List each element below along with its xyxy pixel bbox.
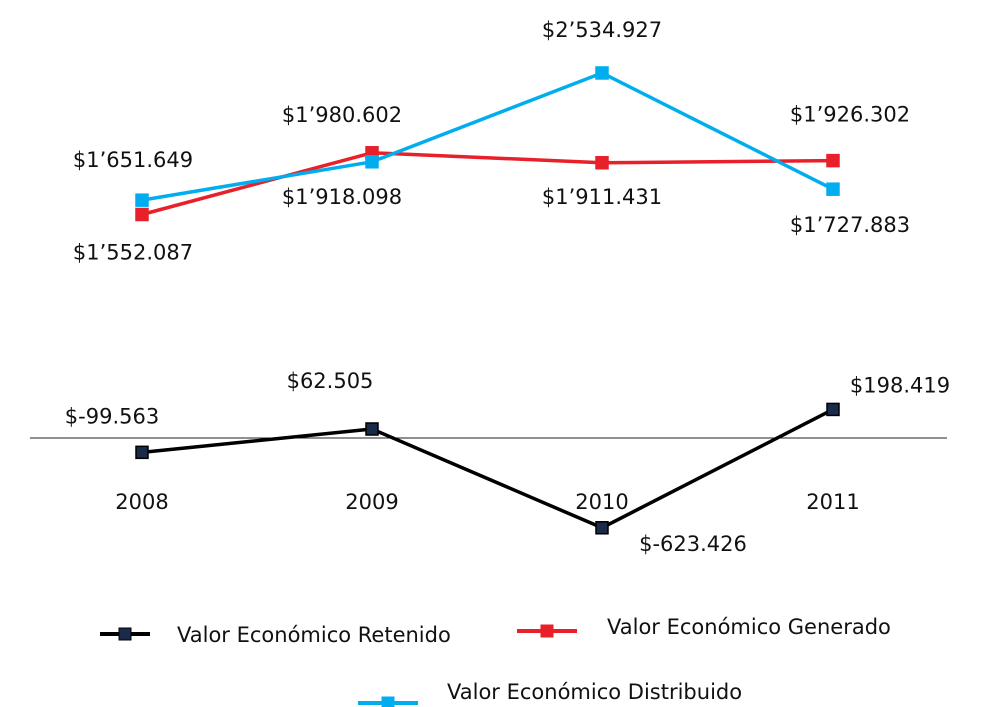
legend-label: Valor Económico Generado <box>607 615 891 639</box>
point-marker <box>135 207 149 222</box>
point-marker <box>135 445 149 460</box>
point-marker <box>595 66 609 80</box>
legend-marker <box>118 627 132 641</box>
series-line <box>141 151 834 217</box>
x-tick-label: 2009 <box>345 490 398 514</box>
data-label: $198.419 <box>850 373 950 397</box>
data-label: $62.505 <box>287 369 374 393</box>
x-tick-label: 2010 <box>575 490 628 514</box>
series-line <box>141 407 834 530</box>
data-label: $2’534.927 <box>542 18 662 42</box>
legend-label: Valor Económico Retenido <box>177 623 451 647</box>
legend-marker <box>540 624 554 638</box>
point-marker <box>826 402 840 417</box>
point-marker <box>826 153 840 168</box>
legend-label: Valor Económico Distribuido <box>447 680 742 704</box>
data-label: $1’926.302 <box>790 103 910 127</box>
x-tick-label: 2008 <box>115 490 168 514</box>
x-tick-label: 2011 <box>806 490 859 514</box>
data-label: $-99.563 <box>65 404 159 428</box>
series-line <box>141 71 834 202</box>
point-marker <box>826 182 840 196</box>
point-marker <box>595 521 609 535</box>
data-label: $1’980.602 <box>282 103 402 127</box>
data-label: $1’911.431 <box>542 185 662 209</box>
legend-marker <box>381 696 395 707</box>
data-label: $1’918.098 <box>282 185 402 209</box>
point-marker <box>365 155 379 169</box>
point-marker <box>595 156 609 170</box>
data-label: $1’651.649 <box>73 148 193 172</box>
point-marker <box>365 422 379 436</box>
data-label: $1’727.883 <box>790 213 910 237</box>
data-label: $1’552.087 <box>73 240 193 264</box>
data-label: $-623.426 <box>639 532 747 556</box>
point-marker <box>135 193 149 207</box>
